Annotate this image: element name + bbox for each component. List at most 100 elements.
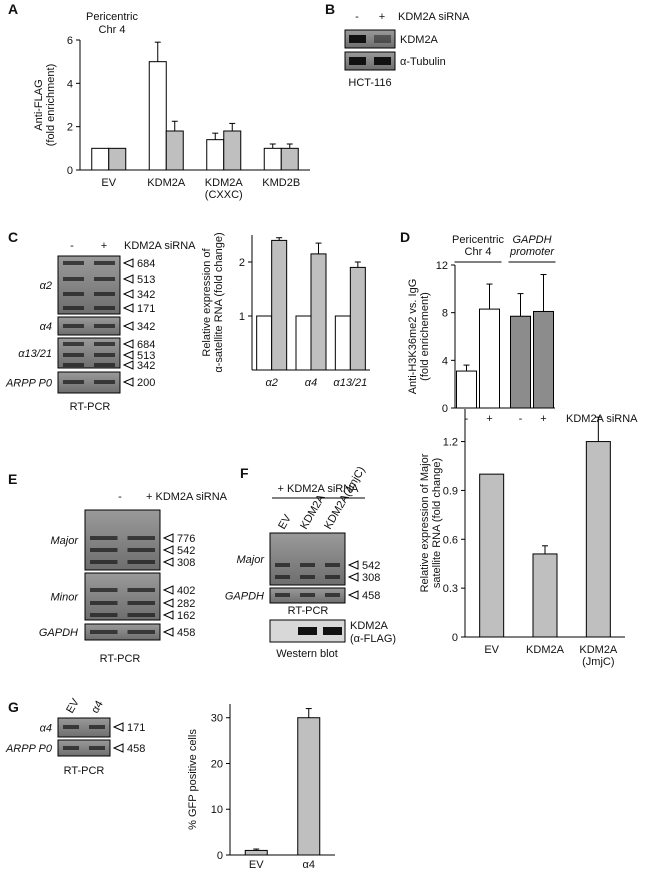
- gel-band: [275, 575, 290, 579]
- bar: [295, 315, 312, 371]
- row-label: α13/21: [18, 348, 52, 360]
- gel-box: [57, 316, 121, 336]
- row-label: Minor: [50, 592, 79, 604]
- size-label: 308: [362, 572, 380, 584]
- y-axis-label: Relative expression of Majorsatellite RN…: [419, 453, 443, 592]
- lane-label: -: [118, 491, 122, 503]
- bar: [532, 553, 558, 638]
- gel-footer: RT-PCR: [288, 605, 329, 617]
- gel-band: [90, 548, 118, 552]
- gel-band: [89, 725, 105, 729]
- y-tick-label: 1: [239, 311, 245, 323]
- size-label: 171: [127, 722, 145, 734]
- size-label: 458: [127, 743, 145, 755]
- row-label: ARPP P0: [5, 743, 53, 755]
- size-label: 282: [177, 598, 195, 610]
- gel-footer: RT-PCR: [100, 653, 141, 665]
- western-label-line: (α-FLAG): [350, 633, 396, 645]
- gel-band: [298, 627, 317, 635]
- y-tick-label: 2: [239, 257, 245, 269]
- size-marker: [162, 610, 174, 620]
- x-tick-label: KMD2B: [262, 177, 300, 189]
- y-tick-label: 12: [436, 260, 448, 272]
- bar: [297, 717, 321, 856]
- gel-band: [63, 746, 79, 750]
- size-marker: [112, 743, 124, 753]
- gel-band: [63, 277, 84, 281]
- row-label: GAPDH: [39, 627, 78, 639]
- y-tick-label: 10: [211, 804, 223, 816]
- size-label: 542: [362, 560, 380, 572]
- row-label: Major: [236, 554, 265, 566]
- x-axis-label: KDM2A siRNA: [566, 413, 638, 425]
- size-marker: [162, 545, 174, 555]
- lane-label: EV: [64, 696, 82, 715]
- bar: [310, 253, 327, 371]
- size-label: 513: [137, 274, 155, 286]
- bar: [280, 147, 299, 171]
- gel-band: [94, 277, 115, 281]
- x-tick-label: α4: [303, 859, 315, 871]
- x-tick-label: α13/21: [333, 377, 367, 389]
- gel-band: [63, 353, 84, 357]
- size-marker: [162, 598, 174, 608]
- x-tick-label-line: (JmjC): [582, 656, 614, 668]
- gel-band: [275, 563, 290, 567]
- y-tick-label: 0: [452, 632, 458, 644]
- gel-box: [84, 623, 161, 641]
- gel-band: [127, 560, 155, 564]
- western-label: KDM2A (α-FLAG): [350, 620, 396, 645]
- gel-footer: Western blot: [276, 648, 338, 660]
- x-tick-label: KDM2A: [147, 177, 186, 189]
- gel-band: [94, 380, 115, 384]
- annotation-line: Chr 4: [99, 24, 126, 36]
- group-label-line: Pericentric: [452, 234, 504, 246]
- gel-footer: RT-PCR: [64, 765, 105, 777]
- y-axis-label: Relative expression ofα-satellite RNA (f…: [201, 232, 225, 372]
- gel-footer: HCT-116: [348, 77, 391, 89]
- lane-label: -: [70, 240, 74, 252]
- gel-band: [349, 35, 366, 43]
- lane-label: + KDM2A siRNA: [146, 491, 228, 503]
- size-marker: [112, 722, 124, 732]
- gel-band: [63, 292, 84, 296]
- bar: [479, 473, 505, 638]
- bar: [263, 147, 282, 171]
- size-label: 171: [137, 303, 155, 315]
- gel-band: [127, 613, 155, 617]
- gel-box: [84, 572, 161, 621]
- lane-label: EV: [276, 512, 294, 531]
- size-marker: [347, 590, 359, 600]
- size-label: 458: [362, 590, 380, 602]
- x-tick-label-line: KDM2A: [579, 644, 618, 656]
- size-marker: [162, 585, 174, 595]
- y-axis-label-line: Anti-FLAG: [33, 79, 45, 130]
- gel-band: [89, 746, 105, 750]
- size-label: 684: [137, 258, 155, 270]
- gel-footer: RT-PCR: [70, 401, 111, 413]
- size-label: 342: [137, 321, 155, 333]
- gel-band: [90, 613, 118, 617]
- bar: [244, 849, 268, 856]
- x-tick-label: +: [486, 413, 492, 425]
- size-marker: [122, 274, 134, 284]
- y-axis-label: Anti-FLAG(fold enrichment): [33, 64, 57, 147]
- y-tick-label: 0.3: [443, 583, 458, 595]
- y-axis-label-line: satellite RNA (fold change): [431, 458, 443, 588]
- x-tick-label: KDM2A (CXXC): [205, 177, 244, 201]
- y-tick-label: 4: [442, 355, 448, 367]
- y-axis-label-line: % GFP positive cells: [187, 729, 199, 830]
- bar: [533, 310, 554, 409]
- row-label: α4: [40, 723, 52, 735]
- lane-label: +: [101, 240, 107, 252]
- gel-band: [300, 563, 315, 567]
- x-tick-label: EV: [484, 644, 499, 656]
- gel-box: [57, 255, 121, 315]
- bar: [256, 315, 273, 371]
- size-label: 162: [177, 610, 195, 622]
- y-tick-label: 0.6: [443, 534, 458, 546]
- y-tick-label: 6: [67, 35, 73, 47]
- size-marker: [347, 560, 359, 570]
- size-label: 684: [137, 339, 155, 351]
- size-marker: [347, 572, 359, 582]
